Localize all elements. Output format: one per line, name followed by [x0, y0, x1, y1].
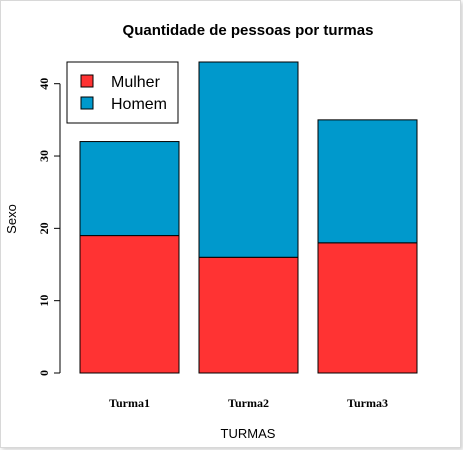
y-tick-label: 30: [37, 150, 51, 162]
chart-title: Quantidade de pessoas por turmas: [123, 22, 374, 39]
bar-turma3-mulher: [317, 242, 418, 374]
x-tick-label: Turma1: [109, 396, 150, 410]
category-labels: Turma1 Turma2 Turma3: [109, 396, 388, 410]
legend-swatch-homem: [80, 96, 94, 110]
y-axis-label: Sexo: [4, 204, 19, 234]
legend: Mulher Homem: [66, 61, 179, 124]
bar-turma1-homem: [79, 141, 180, 237]
y-tick-label: 0: [37, 370, 51, 376]
bars: [79, 61, 418, 374]
y-tick-label: 20: [37, 222, 51, 234]
y-tick-label: 40: [37, 78, 51, 90]
y-tick-label: 10: [37, 295, 51, 307]
x-tick-label: Turma2: [228, 396, 269, 410]
legend-label-homem: Homem: [111, 96, 167, 113]
legend-label-mulher: Mulher: [111, 74, 161, 91]
x-axis-label: TURMAS: [221, 426, 276, 441]
x-tick-label: Turma3: [347, 396, 388, 410]
bar-turma2-mulher: [198, 256, 299, 374]
bar-turma3-homem: [317, 119, 418, 244]
bar-turma1-mulher: [79, 235, 180, 374]
legend-box: [66, 61, 179, 124]
y-axis: 0 10 20 30 40: [37, 78, 61, 376]
bar-turma2-homem: [198, 61, 299, 258]
legend-swatch-mulher: [80, 74, 94, 88]
